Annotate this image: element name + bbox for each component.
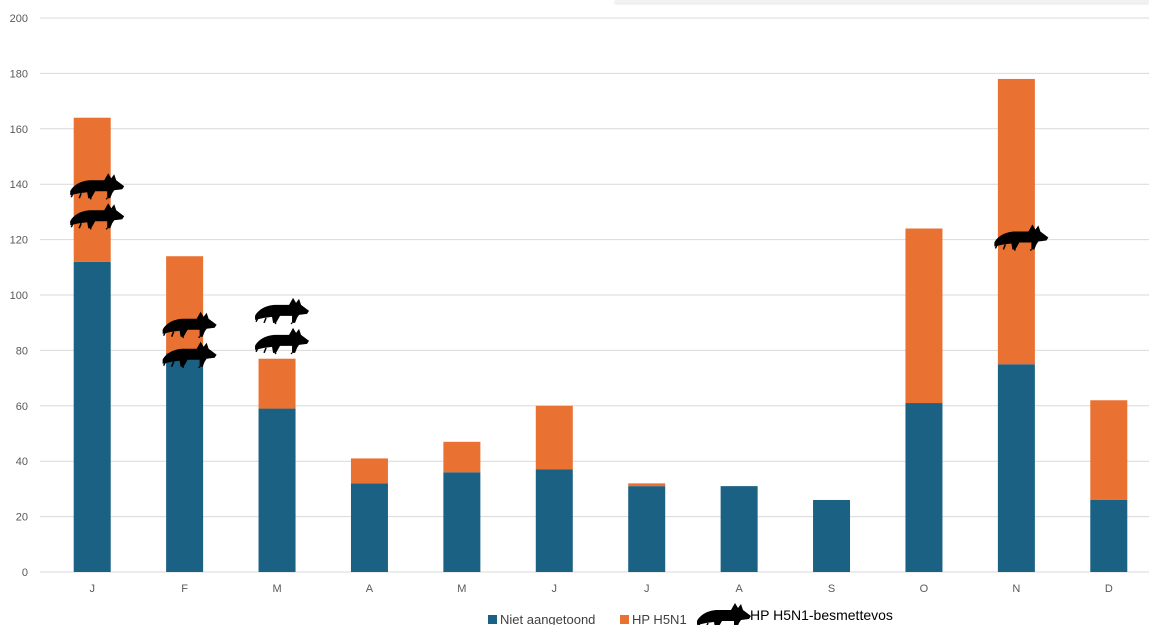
legend-swatch-hp-h5n1 xyxy=(620,615,629,624)
x-tick-label: J xyxy=(552,583,558,595)
top-panel-edge xyxy=(615,0,1149,3)
x-tick-label: O xyxy=(920,583,929,595)
legend-label-hp-h5n1: HP H5N1 xyxy=(632,612,687,625)
bar-niet-aangetoond xyxy=(720,486,758,572)
bar-niet-aangetoond xyxy=(73,261,111,572)
bar-hp-h5n1 xyxy=(166,256,204,354)
legend-label-niet-aangetoond: Niet aangetoond xyxy=(500,612,595,625)
bar-niet-aangetoond xyxy=(350,483,388,572)
y-tick-label: 100 xyxy=(10,290,28,302)
bar-niet-aangetoond xyxy=(443,472,481,572)
bar-niet-aangetoond xyxy=(628,486,666,572)
bar-hp-h5n1 xyxy=(350,458,388,484)
y-tick-label: 120 xyxy=(10,235,28,247)
legend: Niet aangetoond HP H5N1 HP H5N1-besmette… xyxy=(488,602,893,625)
bar-niet-aangetoond xyxy=(813,499,851,572)
y-axis-ticks: 0 20 40 60 80 100 120 140 160 180 200 xyxy=(10,13,28,579)
y-tick-label: 160 xyxy=(10,124,28,136)
y-tick-label: 180 xyxy=(10,68,28,80)
x-tick-label: M xyxy=(272,583,281,595)
bar-hp-h5n1 xyxy=(1090,400,1128,500)
x-tick-label: F xyxy=(181,583,188,595)
bar-hp-h5n1 xyxy=(535,405,573,470)
x-tick-label: A xyxy=(735,583,743,595)
bar-hp-h5n1 xyxy=(443,441,481,473)
bar-hp-h5n1 xyxy=(997,78,1035,365)
y-tick-label: 200 xyxy=(10,13,28,25)
x-tick-label: J xyxy=(644,583,650,595)
bar-niet-aangetoond xyxy=(905,403,943,572)
x-tick-label: A xyxy=(366,583,374,595)
bar-niet-aangetoond xyxy=(1090,499,1128,572)
bar-niet-aangetoond xyxy=(166,353,204,572)
bar-niet-aangetoond xyxy=(258,408,296,572)
y-tick-label: 80 xyxy=(16,345,28,357)
bars xyxy=(73,78,1128,572)
x-tick-label: J xyxy=(89,583,95,595)
fox-icon xyxy=(254,297,310,325)
y-tick-label: 20 xyxy=(16,512,28,524)
x-tick-label: N xyxy=(1012,583,1020,595)
bar-niet-aangetoond xyxy=(535,469,573,572)
legend-swatch-niet-aangetoond xyxy=(488,615,497,624)
y-tick-label: 60 xyxy=(16,401,28,413)
gridlines xyxy=(40,17,1149,573)
legend-fox-icon xyxy=(696,602,752,625)
legend-label-fox: HP H5N1-besmettevos xyxy=(750,607,893,623)
y-tick-label: 40 xyxy=(16,456,28,468)
x-tick-label: S xyxy=(828,583,835,595)
fox-markers xyxy=(69,172,1050,369)
x-tick-label: M xyxy=(457,583,466,595)
bar-hp-h5n1 xyxy=(628,483,666,487)
y-tick-label: 140 xyxy=(10,179,28,191)
y-tick-label: 0 xyxy=(22,567,28,579)
bar-niet-aangetoond xyxy=(997,364,1035,572)
bar-hp-h5n1 xyxy=(258,358,296,409)
bar-hp-h5n1 xyxy=(905,228,943,404)
x-tick-label: D xyxy=(1105,583,1113,595)
